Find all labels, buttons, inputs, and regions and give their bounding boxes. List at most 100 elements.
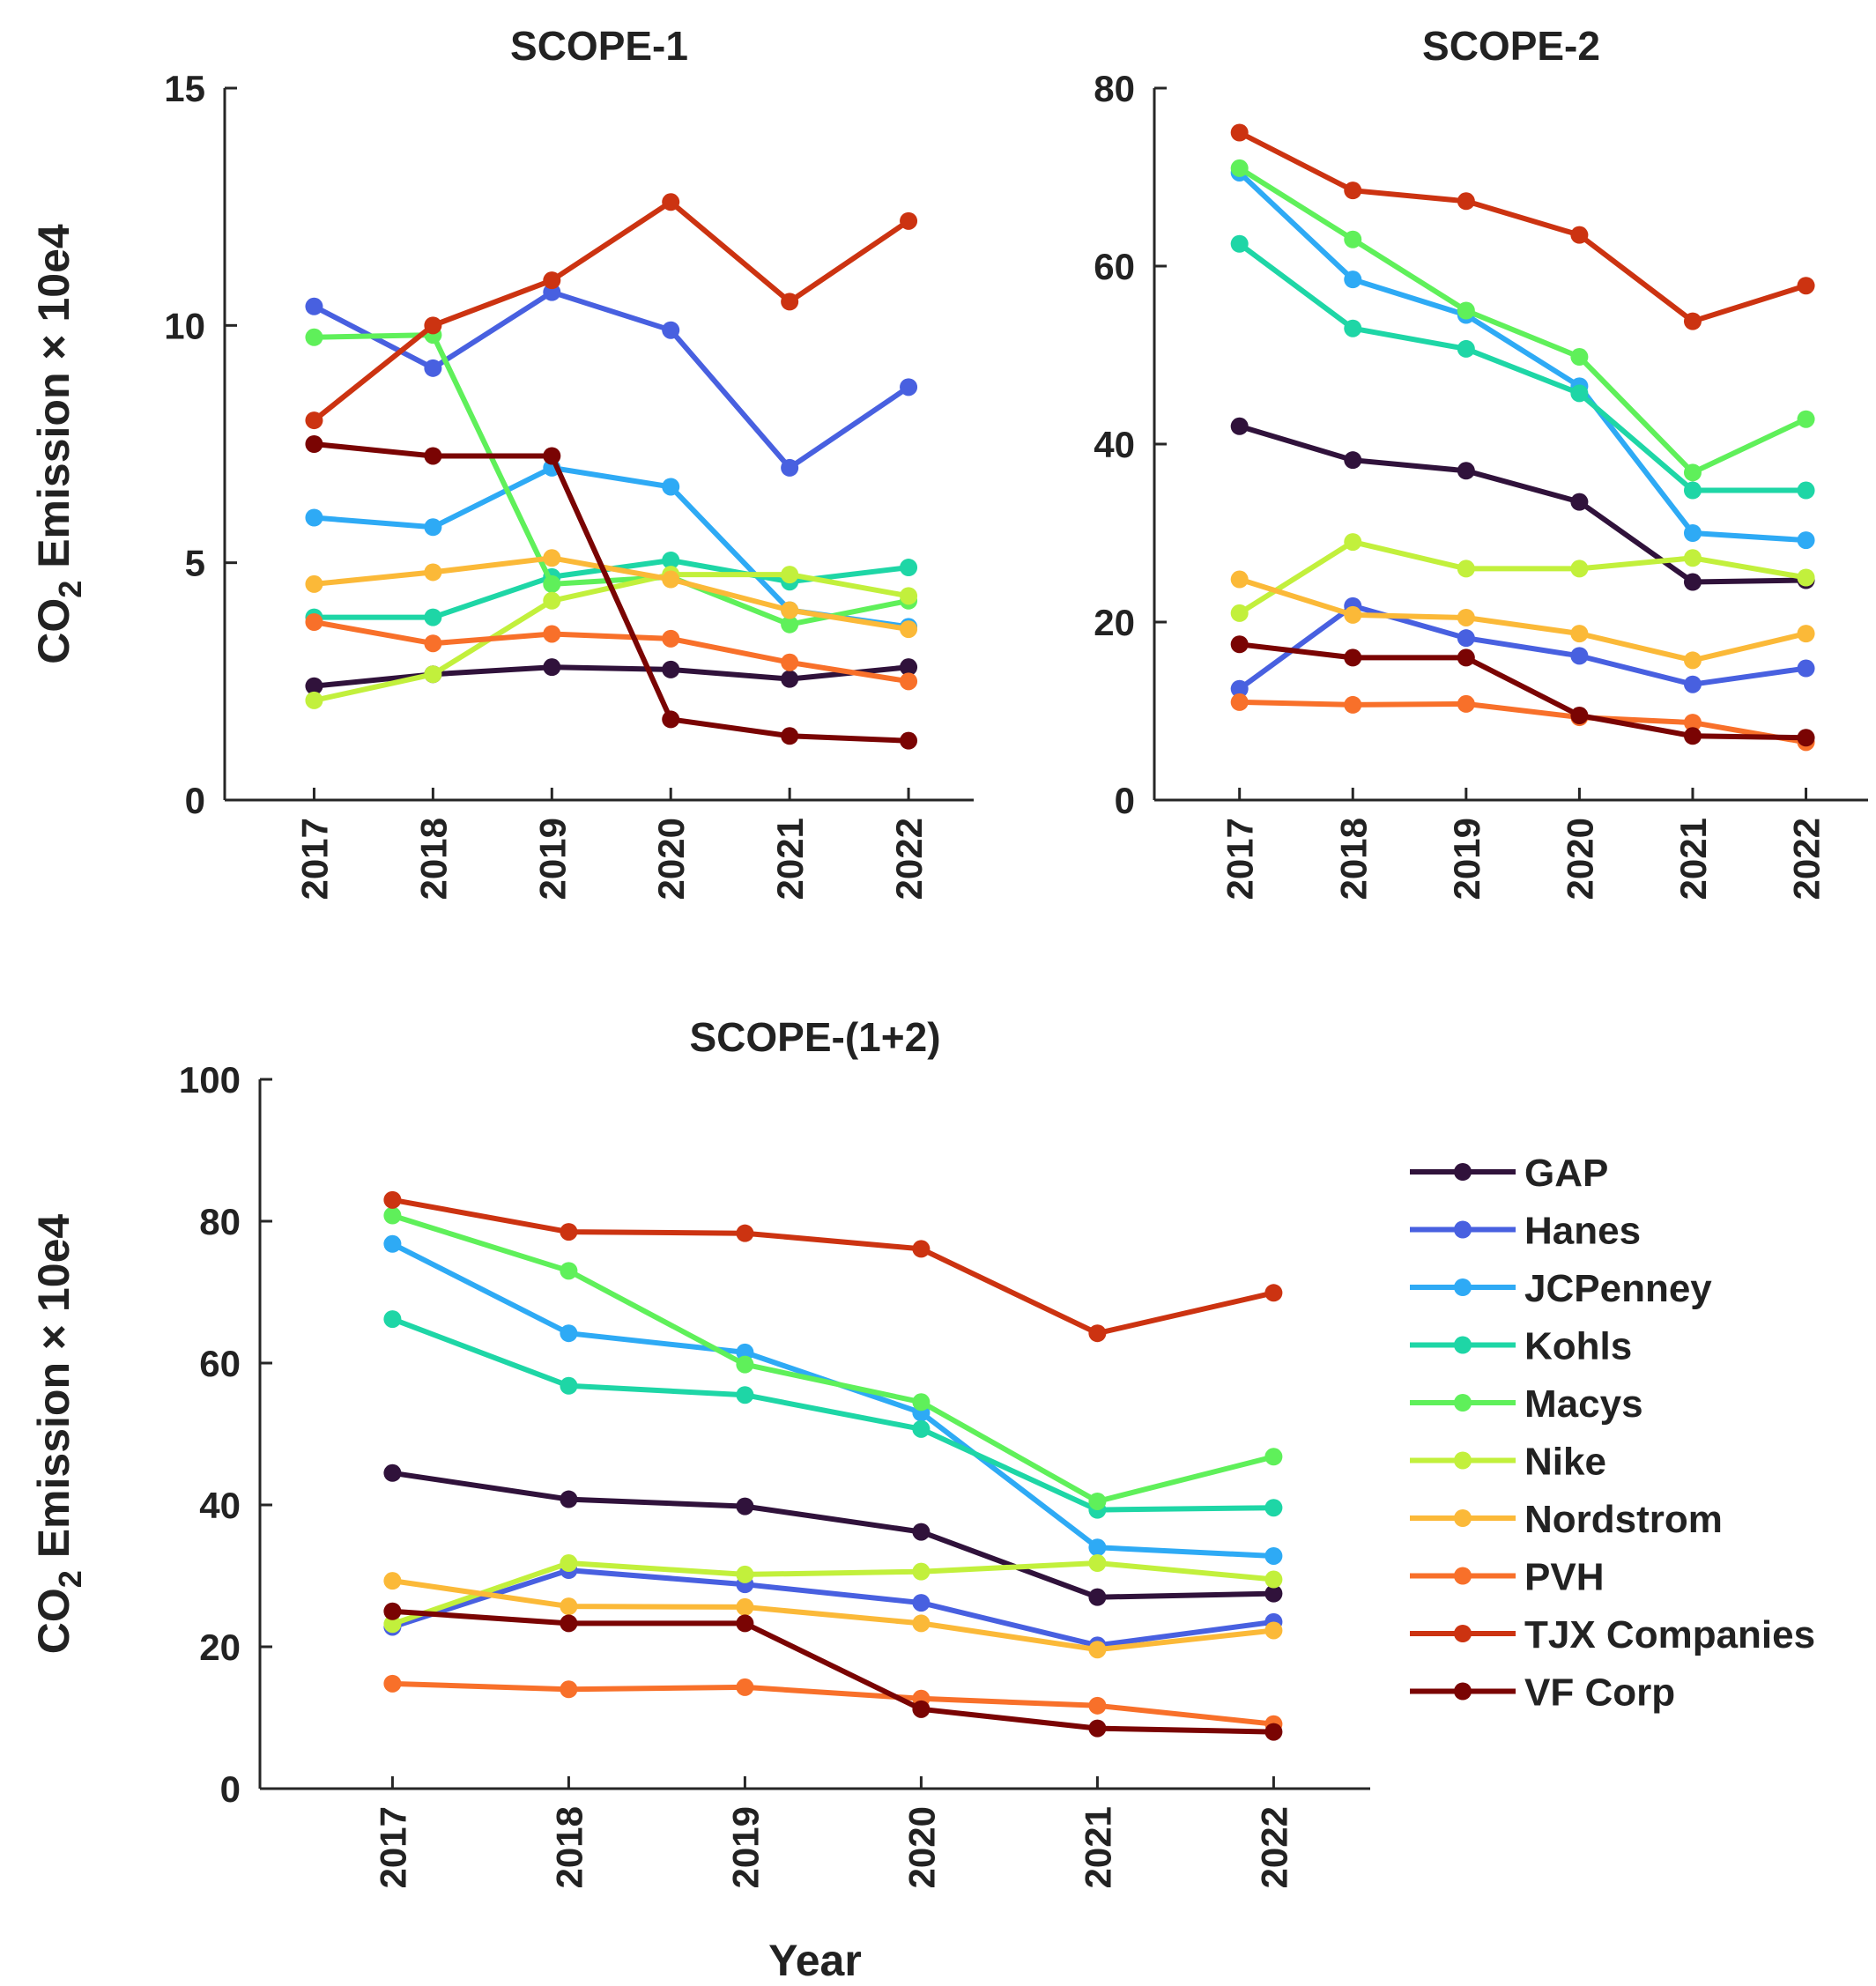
data-point — [1683, 727, 1702, 745]
data-point — [1344, 182, 1362, 200]
data-point — [305, 435, 323, 453]
x-tick-label: 2021 — [1077, 1806, 1118, 1888]
data-point — [1797, 625, 1815, 643]
series-line-macys — [314, 332, 909, 627]
data-point — [1797, 531, 1815, 550]
data-point — [736, 1386, 754, 1404]
data-point — [1570, 226, 1589, 244]
x-tick-label: 2019 — [1446, 818, 1487, 900]
chart-scope1: SCOPE-1 0 5 10 15 2017 2018 2019 2020 2021 2022 CO2… — [29, 23, 974, 900]
data-point — [424, 518, 442, 537]
x-tick-label: 2017 — [1220, 818, 1261, 900]
legend-label: PVH — [1524, 1556, 1604, 1599]
data-point — [781, 601, 799, 619]
data-point — [305, 691, 323, 709]
series-vf-corp — [305, 435, 918, 750]
data-point — [662, 551, 680, 569]
series-line-vf-corp — [1239, 641, 1806, 741]
data-point — [662, 193, 680, 211]
data-point — [1264, 1621, 1283, 1640]
data-point — [1264, 1570, 1283, 1589]
series-line-gap — [1238, 423, 1806, 585]
data-point — [1683, 675, 1702, 693]
data-point — [662, 710, 680, 729]
data-point — [1797, 277, 1815, 295]
x-tick-label: 2020 — [1559, 818, 1600, 900]
chart-scope2: SCOPE-2 0 20 40 60 80 2017 2018 2019 2020 2021 2022 — [1094, 23, 1868, 900]
legend-swatch-marker — [1454, 1451, 1472, 1470]
data-point — [1570, 707, 1589, 725]
data-point — [912, 1594, 931, 1612]
series-nordstrom — [305, 549, 918, 639]
data-point — [1344, 695, 1362, 714]
y-axis-label: CO2 Emission × 10e4 — [29, 224, 88, 664]
data-point — [1344, 451, 1362, 470]
data-point — [781, 566, 799, 584]
chart-title: SCOPE-1 — [510, 23, 688, 69]
data-point — [1230, 570, 1249, 589]
data-point — [1797, 410, 1815, 428]
data-point — [560, 1554, 578, 1573]
data-point — [424, 447, 442, 465]
chart-title: SCOPE-(1+2) — [689, 1014, 940, 1060]
legend-swatch-marker — [1454, 1625, 1472, 1642]
legend-item-jcpenney: JCPenney — [1410, 1267, 1712, 1310]
series-jcpenney — [305, 458, 918, 636]
legend-item-nordstrom: Nordstrom — [1410, 1498, 1723, 1541]
data-point — [1344, 605, 1362, 624]
data-point — [1264, 1284, 1283, 1302]
data-point — [543, 625, 561, 643]
data-point — [1797, 729, 1815, 747]
data-point — [1683, 463, 1702, 482]
data-point — [383, 1674, 402, 1693]
series-line-vf-corp — [392, 1608, 1274, 1735]
data-point — [1457, 339, 1475, 358]
legend-item-gap: GAP — [1410, 1152, 1608, 1195]
data-point — [1683, 651, 1702, 670]
data-point — [1230, 604, 1249, 622]
series-line-nordstrom — [314, 555, 909, 633]
data-point — [736, 1224, 754, 1242]
x-tick-label: 2019 — [531, 818, 573, 900]
data-point — [781, 727, 799, 745]
data-point — [736, 1565, 754, 1583]
data-point — [305, 328, 323, 346]
series-line-pvh — [313, 619, 909, 685]
series-line-kohls — [1237, 241, 1806, 493]
data-point — [912, 1240, 931, 1258]
data-point — [781, 458, 799, 477]
x-tick-label: 2021 — [1672, 818, 1714, 900]
data-point — [736, 1497, 754, 1515]
data-point — [1088, 1554, 1107, 1573]
y-tick-label: 40 — [199, 1485, 241, 1526]
data-point — [1230, 417, 1249, 435]
series-line-nike — [391, 1560, 1274, 1627]
y-axis-label: CO2 Emission × 10e4 — [29, 1214, 88, 1655]
x-tick-label: 2022 — [888, 818, 930, 900]
data-point — [1344, 533, 1362, 552]
series-hanes — [305, 283, 918, 477]
legend-swatch-marker — [1454, 1278, 1472, 1296]
legend-label: Kohls — [1524, 1325, 1632, 1368]
legend-swatch-marker — [1454, 1336, 1472, 1354]
series-kohls — [1230, 234, 1815, 500]
data-point — [1457, 192, 1475, 211]
data-point — [1683, 524, 1702, 542]
legend-item-nike: Nike — [1410, 1441, 1606, 1484]
y-tick-label: 60 — [1094, 246, 1135, 287]
data-point — [543, 591, 561, 610]
data-point — [900, 559, 918, 577]
data-point — [1797, 568, 1815, 587]
data-point — [560, 1223, 578, 1241]
data-point — [736, 1678, 754, 1696]
data-point — [662, 570, 680, 589]
y-tick-label: 20 — [1094, 602, 1135, 643]
data-point — [900, 378, 918, 396]
data-point — [560, 1324, 578, 1343]
data-point — [1683, 714, 1702, 732]
data-point — [543, 658, 561, 677]
series-line-kohls — [391, 1316, 1274, 1513]
data-point — [781, 653, 799, 671]
data-point — [781, 293, 799, 311]
data-point — [560, 1614, 578, 1633]
